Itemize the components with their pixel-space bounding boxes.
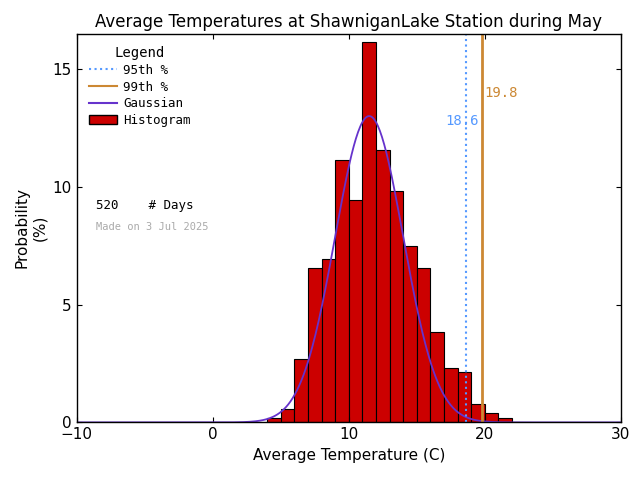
Bar — [322, 259, 335, 422]
Bar — [390, 191, 403, 422]
Bar — [444, 368, 458, 422]
Title: Average Temperatures at ShawniganLake Station during May: Average Temperatures at ShawniganLake St… — [95, 12, 602, 31]
Bar — [294, 359, 308, 422]
Text: 520    # Days: 520 # Days — [96, 199, 193, 212]
Bar — [362, 42, 376, 422]
Bar — [349, 201, 362, 422]
Bar — [403, 246, 417, 422]
Bar — [431, 332, 444, 422]
Bar — [485, 413, 499, 422]
Bar — [268, 418, 281, 422]
Legend: 95th %, 99th %, Gaussian, Histogram: 95th %, 99th %, Gaussian, Histogram — [83, 40, 197, 133]
Text: Made on 3 Jul 2025: Made on 3 Jul 2025 — [96, 222, 209, 232]
Bar — [471, 404, 485, 422]
Bar — [308, 268, 322, 422]
Bar — [376, 150, 390, 422]
Text: 18.6: 18.6 — [445, 114, 479, 128]
Bar — [417, 268, 431, 422]
X-axis label: Average Temperature (C): Average Temperature (C) — [253, 448, 445, 463]
Bar — [335, 160, 349, 422]
Text: 19.8: 19.8 — [484, 85, 518, 99]
Y-axis label: Probability
(%): Probability (%) — [15, 188, 47, 268]
Bar — [281, 409, 294, 422]
Bar — [499, 418, 512, 422]
Bar — [458, 372, 471, 422]
